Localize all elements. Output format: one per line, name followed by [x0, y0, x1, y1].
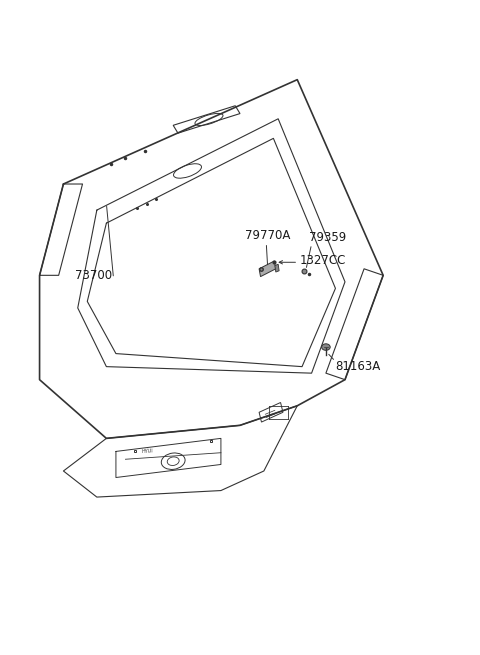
- Polygon shape: [259, 261, 276, 276]
- Text: 79770A: 79770A: [245, 229, 290, 242]
- Polygon shape: [275, 264, 279, 272]
- Ellipse shape: [322, 344, 330, 350]
- Text: HYUI: HYUI: [141, 449, 153, 454]
- Text: 81163A: 81163A: [336, 360, 381, 373]
- Text: 1327CC: 1327CC: [300, 254, 346, 267]
- Text: 73700: 73700: [75, 269, 112, 282]
- Text: 79359: 79359: [309, 231, 347, 244]
